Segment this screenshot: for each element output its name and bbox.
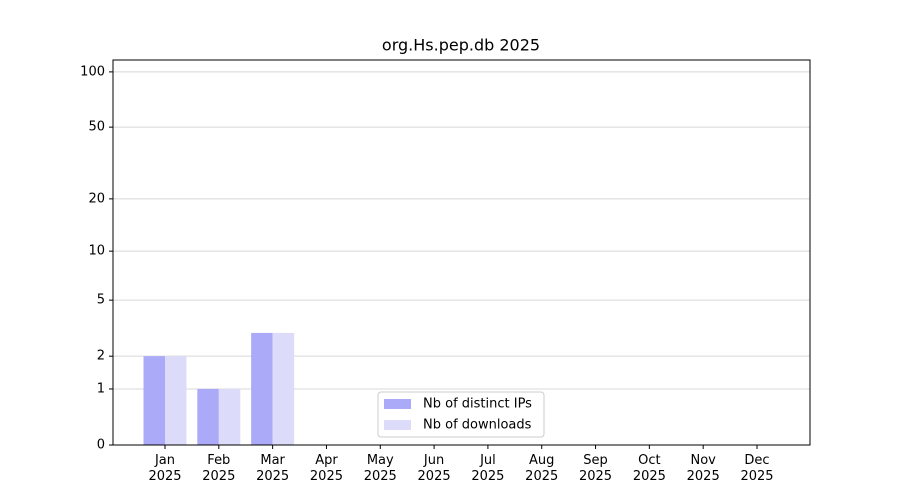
bar — [251, 332, 273, 445]
y-tick-label: 50 — [88, 120, 105, 135]
x-tick-label: Jul 2025 — [471, 453, 505, 484]
bar — [272, 332, 295, 445]
chart-title: org.Hs.pep.db 2025 — [382, 36, 540, 55]
y-tick-label: 1 — [97, 381, 105, 396]
bar — [165, 356, 187, 445]
bar — [143, 356, 165, 445]
x-tick-label: Apr 2025 — [309, 453, 343, 484]
y-tick-label: 20 — [88, 191, 105, 206]
legend-swatch — [384, 399, 411, 409]
x-tick-label: Oct 2025 — [632, 453, 666, 484]
x-tick-label: May 2025 — [363, 453, 397, 484]
y-tick-label: 0 — [97, 438, 105, 453]
bar — [197, 388, 219, 445]
legend-label: Nb of distinct IPs — [423, 397, 532, 412]
x-tick-label: Jun 2025 — [417, 453, 451, 484]
x-tick-label: Dec 2025 — [740, 453, 774, 484]
plot-frame — [112, 59, 811, 446]
x-tick-label: Sep 2025 — [578, 453, 613, 484]
x-tick-label: Mar 2025 — [256, 453, 290, 484]
bar — [218, 388, 241, 445]
x-tick-label: Nov 2025 — [686, 453, 720, 484]
legend-swatch — [384, 420, 411, 430]
y-tick-label: 10 — [88, 244, 105, 259]
x-tick-label: Aug 2025 — [525, 453, 559, 484]
y-tick-label: 2 — [97, 349, 105, 364]
x-tick-label: Jan 2025 — [148, 453, 182, 484]
y-tick-label: 100 — [80, 64, 105, 79]
legend-box — [377, 391, 545, 438]
x-tick-label: Feb 2025 — [202, 453, 236, 484]
legend-label: Nb of downloads — [423, 418, 532, 433]
y-tick-label: 5 — [97, 293, 105, 308]
